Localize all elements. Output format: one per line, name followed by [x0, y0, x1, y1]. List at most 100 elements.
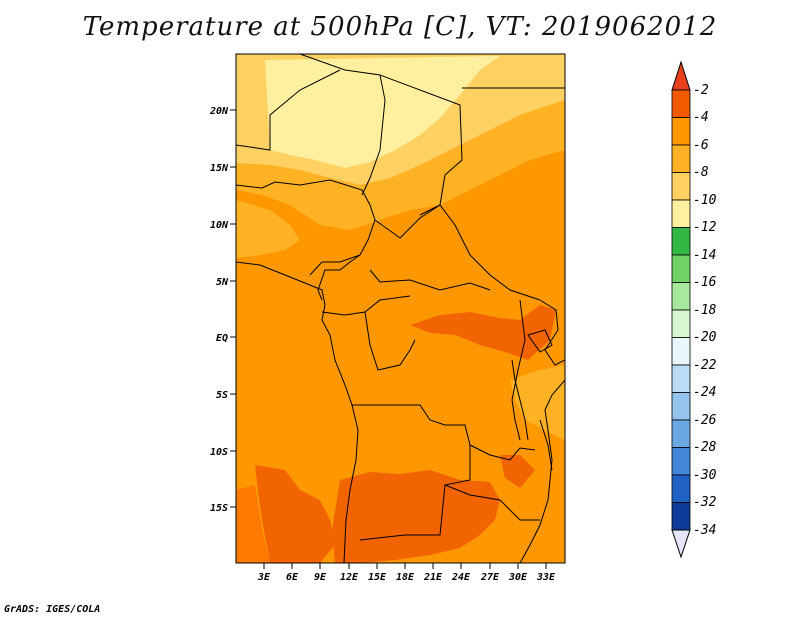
lat-tick-15S: 15S [210, 503, 236, 514]
colorbar-label: -26 [693, 413, 717, 428]
region-warm-central [410, 305, 556, 360]
lat-tick-15N: 15N [210, 163, 236, 174]
border-drc-east [511, 299, 526, 441]
border-cameroon [317, 254, 361, 301]
lon-tick-21E: 21E [423, 563, 443, 583]
colorbar-label: -34 [693, 523, 716, 538]
colorbar-swatch [671, 89, 691, 118]
colorbar-label: -2 [693, 83, 709, 98]
colorbar-swatch [671, 144, 691, 173]
lon-label: 12E [340, 572, 359, 583]
border-zambia-south [444, 484, 540, 521]
coastline-west [236, 261, 359, 563]
lat-label: EQ [216, 333, 228, 344]
lon-tick-18E: 18E [396, 563, 415, 583]
colorbar-swatch [671, 199, 691, 228]
colorbar-swatch [671, 337, 691, 366]
colorbar-label: -14 [693, 248, 716, 263]
colorbar-boxes [671, 89, 691, 531]
longitude-axis: 3E 6E 9E 12E 15E 18E 21E 24E 27E 30E 33E [257, 563, 556, 583]
lake-victoria [527, 329, 553, 353]
colorbar-label: -24 [693, 385, 716, 400]
lon-tick-12E: 12E [340, 563, 359, 583]
colorbar-labels: -2 -4 -6 -8 -10 -12 -14 -16 -18 -20 -22 … [693, 83, 717, 538]
lat-tick-10N: 10N [210, 220, 236, 231]
colorbar-label: -8 [693, 165, 709, 180]
grads-credit: GrADS: IGES/COLA [4, 604, 101, 615]
latitude-axis: 20N 15N 10N 5N EQ 5S 10S 15S [209, 106, 236, 514]
lon-label: 21E [423, 572, 443, 583]
lon-tick-33E: 33E [536, 563, 556, 583]
colorbar-swatch [671, 227, 691, 256]
border-chad [374, 204, 541, 301]
lake-malawi [539, 419, 553, 471]
lon-tick-27E: 27E [480, 563, 500, 583]
border-car [369, 269, 491, 291]
colorbar-swatch [671, 392, 691, 421]
region-warm-southeast [500, 455, 535, 488]
colorbar-swatch [671, 364, 691, 393]
colorbar-label: -20 [693, 330, 717, 345]
region-warm-south-west [255, 465, 335, 563]
region-cold-north [265, 56, 500, 168]
lon-label: 27E [480, 572, 500, 583]
lon-label: 3E [257, 572, 271, 583]
colorbar-swatch [671, 474, 691, 503]
colorbar: -2 -4 -6 -8 -10 -12 -14 -16 -18 -20 -22 … [671, 60, 717, 559]
map-frame [235, 53, 566, 564]
colorbar-swatch [671, 117, 691, 146]
lat-label: 15S [210, 503, 228, 514]
colorbar-swatch [671, 309, 691, 338]
colorbar-top-arrow [671, 60, 691, 91]
border-zambia [469, 444, 536, 461]
lon-label: 33E [536, 572, 556, 583]
temperature-field [236, 54, 565, 563]
lat-tick-20N: 20N [209, 106, 236, 117]
colorbar-swatch [671, 254, 691, 283]
colorbar-label: -10 [693, 193, 717, 208]
coastline-east [519, 379, 565, 563]
colorbar-label: -16 [693, 275, 717, 290]
region-mid-west [236, 200, 300, 258]
border-gabon [321, 295, 411, 316]
colorbar-label: -28 [693, 440, 717, 455]
lat-tick-5S: 5S [216, 390, 236, 401]
lon-tick-3E: 3E [257, 563, 271, 583]
lon-tick-6E: 6E [286, 563, 299, 583]
lon-label: 6E [286, 572, 299, 583]
lon-tick-15E: 15E [368, 563, 387, 583]
border-sahara-1 [299, 54, 386, 196]
lon-label: 9E [314, 572, 327, 583]
region-warm-southwest-edge [236, 485, 270, 563]
border-great-lakes [539, 299, 565, 366]
lat-tick-5N: 5N [216, 277, 236, 288]
lat-label: 20N [209, 106, 229, 117]
lon-label: 24E [451, 572, 471, 583]
colorbar-swatch [671, 172, 691, 201]
colorbar-swatch [671, 447, 691, 476]
colorbar-swatch [671, 502, 691, 531]
lat-label: 10N [210, 220, 229, 231]
lat-label: 15N [210, 163, 229, 174]
border-congo [364, 311, 416, 371]
border-sahara-3 [236, 69, 341, 151]
lat-label: 5S [216, 390, 228, 401]
lon-tick-30E: 30E [508, 563, 528, 583]
colorbar-swatch [671, 282, 691, 311]
region-mid-east [510, 365, 565, 440]
colorbar-label: -30 [693, 468, 717, 483]
colorbar-label: -18 [693, 303, 717, 318]
lon-label: 15E [368, 572, 387, 583]
colorbar-label: -32 [693, 495, 717, 510]
colorbar-bottom-arrow [671, 529, 691, 559]
colorbar-label: -4 [693, 110, 709, 125]
colorbar-label: -6 [693, 138, 709, 153]
colorbar-label: -12 [693, 220, 717, 235]
lat-tick-EQ: EQ [216, 333, 236, 344]
lon-label: 30E [508, 572, 528, 583]
lat-tick-10S: 10S [210, 447, 236, 458]
lon-label: 18E [396, 572, 415, 583]
lat-label: 5N [216, 277, 229, 288]
lat-label: 10S [210, 447, 228, 458]
colorbar-swatch [671, 419, 691, 448]
